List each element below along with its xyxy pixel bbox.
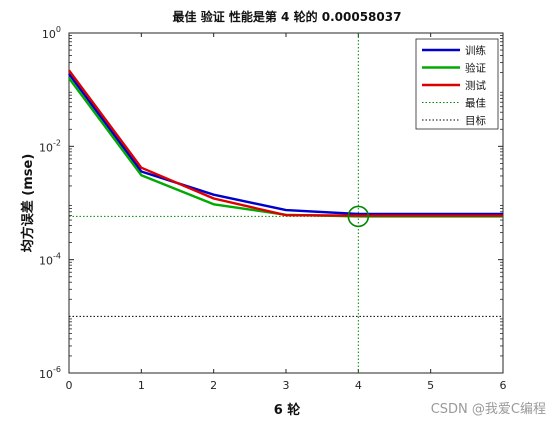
x-tick-label: 0 <box>66 379 73 392</box>
series-lines <box>68 69 503 218</box>
legend-label: 目标 <box>465 115 486 127</box>
best-marker <box>347 205 370 228</box>
x-tick-label: 3 <box>283 379 290 392</box>
legend-label: 训练 <box>465 44 486 57</box>
watermark: CSDN @我爱C编程 <box>431 402 546 417</box>
x-tick-label: 4 <box>355 379 362 392</box>
series-line <box>68 69 503 217</box>
x-tick-label: 1 <box>138 379 145 392</box>
best-marker-group <box>347 205 370 228</box>
x-tick-label: 5 <box>427 379 434 392</box>
legend-label: 验证 <box>465 62 486 75</box>
series-line <box>68 73 503 216</box>
y-axis-label: 均方误差 (mse) <box>20 154 36 253</box>
x-tick-label: 2 <box>210 379 217 392</box>
legend-label: 测试 <box>465 79 486 92</box>
x-axis-label: 6 轮 <box>274 402 301 418</box>
x-tick-label: 6 <box>500 379 507 392</box>
x-axis: 0 1 2 3 4 5 6 <box>66 33 507 392</box>
legend-label: 最佳 <box>465 97 486 110</box>
chart-title: 最佳 验证 性能是第 4 轮的 0.00058037 <box>173 9 402 24</box>
